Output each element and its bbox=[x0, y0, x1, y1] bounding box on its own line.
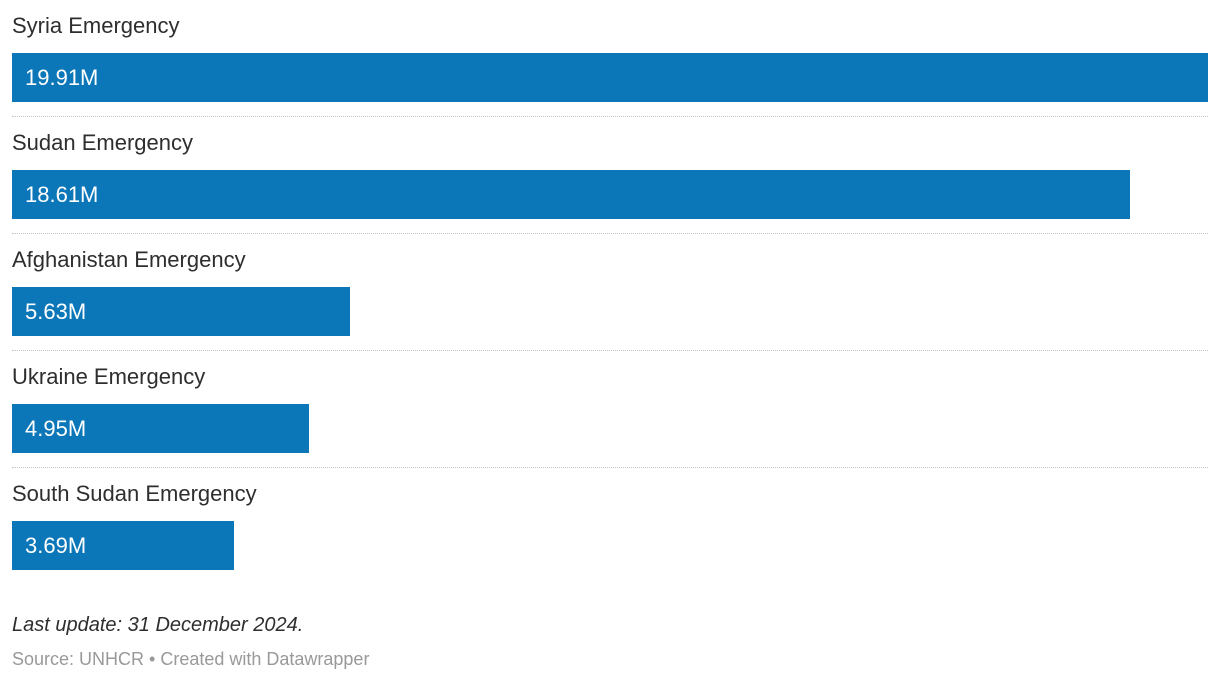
row-separator bbox=[12, 467, 1208, 468]
bar: 19.91M bbox=[12, 53, 1208, 102]
bar: 5.63M bbox=[12, 287, 351, 336]
bar-track: 18.61M bbox=[12, 170, 1208, 219]
category-label: South Sudan Emergency bbox=[12, 481, 257, 506]
bar-row: Ukraine Emergency 4.95M bbox=[12, 363, 1208, 453]
bar-row: Sudan Emergency 18.61M bbox=[12, 129, 1208, 219]
bar-value-label: 4.95M bbox=[25, 415, 87, 441]
bar: 4.95M bbox=[12, 404, 310, 453]
bar-value-label: 5.63M bbox=[25, 298, 87, 324]
category-label: Sudan Emergency bbox=[12, 130, 193, 155]
bar-track: 4.95M bbox=[12, 404, 1208, 453]
row-separator bbox=[12, 233, 1208, 234]
last-update-note: Last update: 31 December 2024. bbox=[12, 614, 304, 636]
bar-row: Afghanistan Emergency 5.63M bbox=[12, 246, 1208, 336]
chart-footer: Last update: 31 December 2024. Source: U… bbox=[0, 614, 1220, 670]
category-label: Ukraine Emergency bbox=[12, 364, 206, 389]
bar-track: 19.91M bbox=[12, 53, 1208, 102]
category-label: Syria Emergency bbox=[12, 13, 180, 38]
bar-value-label: 18.61M bbox=[25, 181, 99, 207]
category-label: Afghanistan Emergency bbox=[12, 247, 246, 272]
row-separator bbox=[12, 350, 1208, 351]
bar-row: Syria Emergency 19.91M bbox=[12, 12, 1208, 102]
bar: 3.69M bbox=[12, 521, 234, 570]
bar-value-label: 3.69M bbox=[25, 532, 87, 558]
row-separator bbox=[12, 116, 1208, 117]
bar-row: South Sudan Emergency 3.69M bbox=[12, 480, 1208, 570]
source-attribution: Source: UNHCR • Created with Datawrapper bbox=[12, 649, 370, 669]
horizontal-bar-chart: Syria Emergency 19.91M Sudan Emergency 18.6… bbox=[12, 12, 1208, 570]
bar-track: 5.63M bbox=[12, 287, 1208, 336]
bar-track: 3.69M bbox=[12, 521, 1208, 570]
bar: 18.61M bbox=[12, 170, 1130, 219]
bar-value-label: 19.91M bbox=[25, 64, 99, 90]
